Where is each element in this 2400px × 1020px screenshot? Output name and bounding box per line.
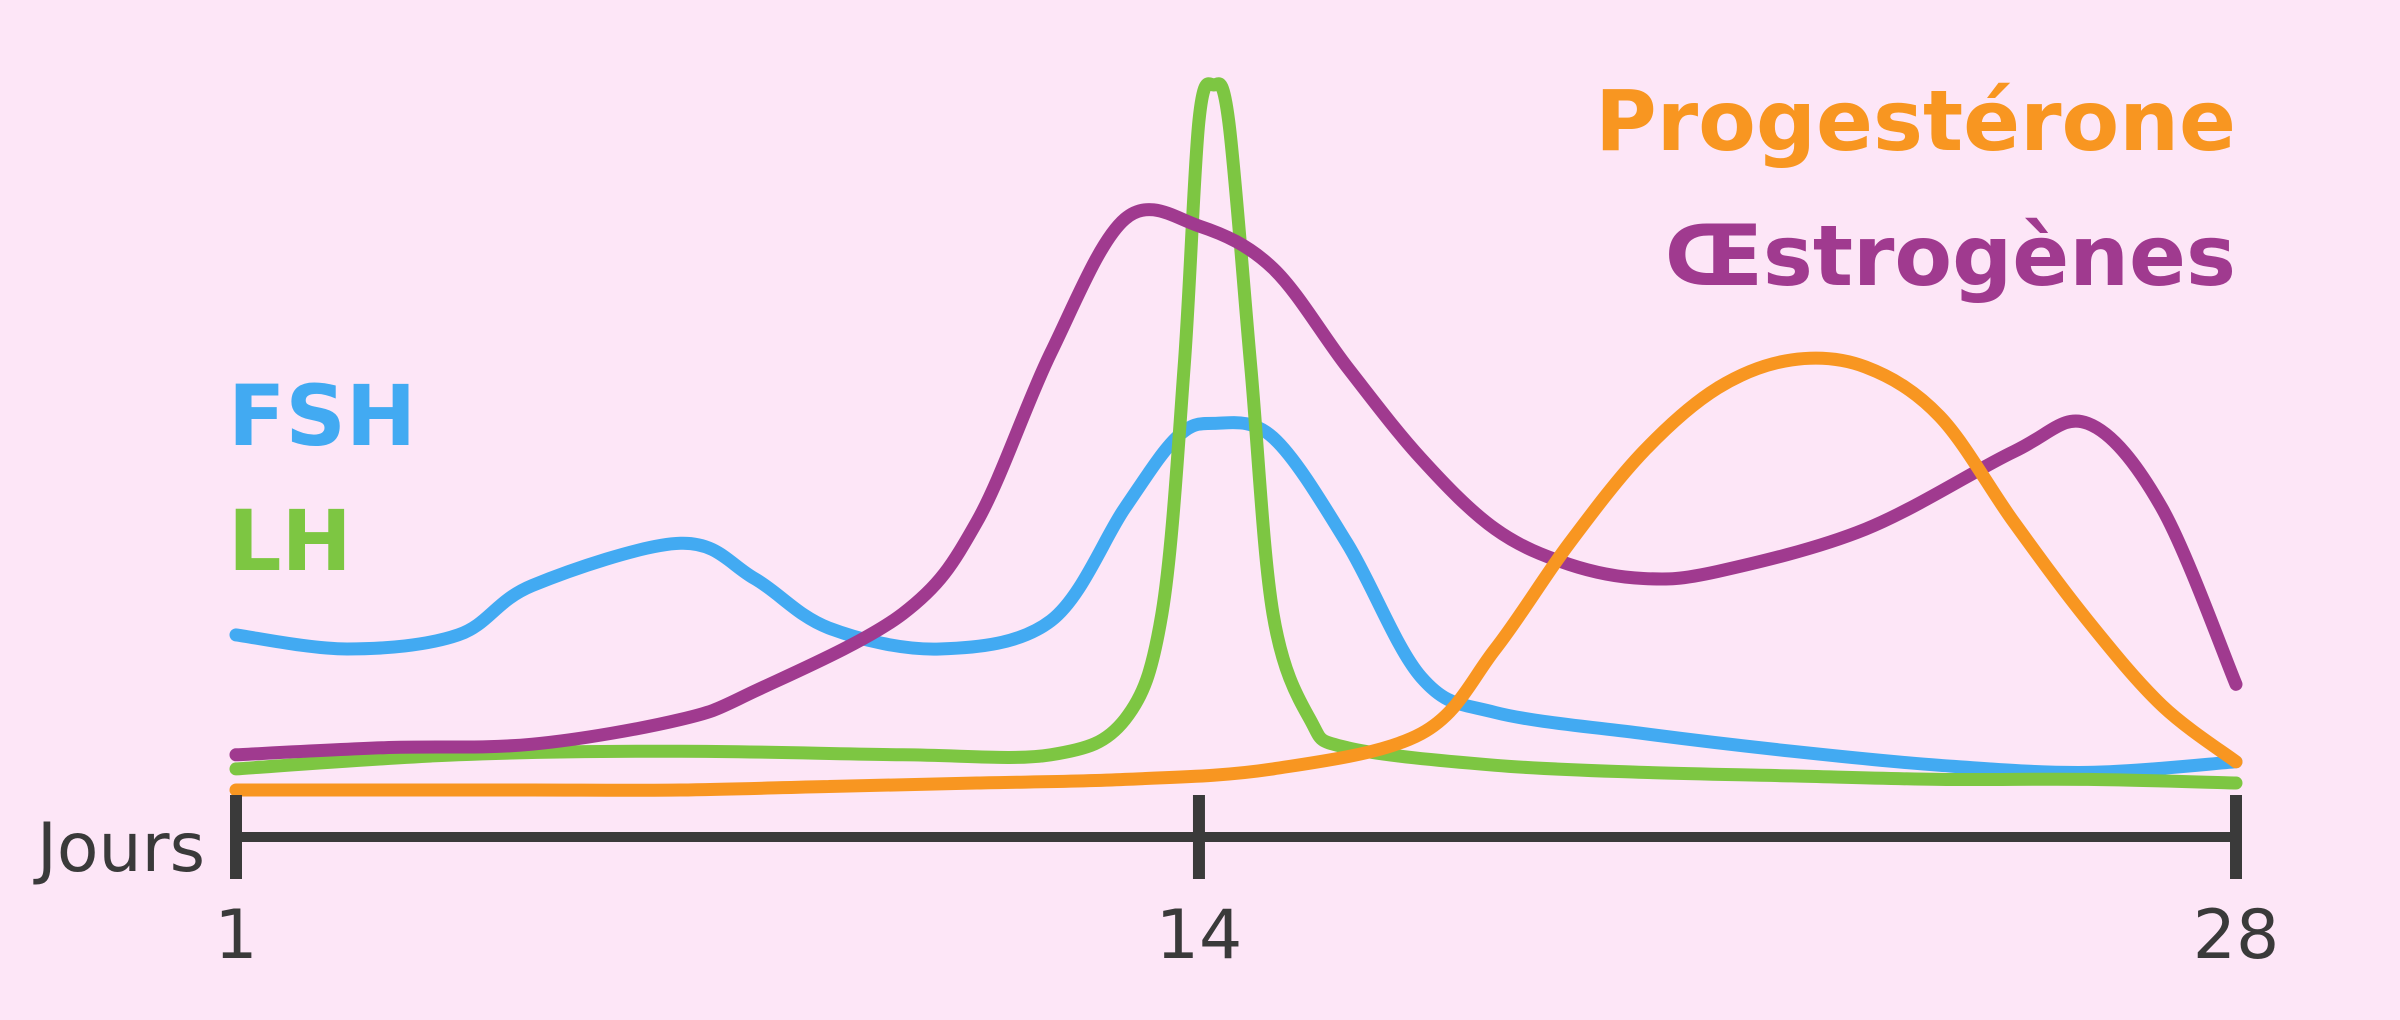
legend-label-oestrogenes: Œstrogènes	[1665, 207, 2236, 305]
series-line-oestrogenes	[229, 203, 2243, 762]
x-tick-label-1: 1	[214, 896, 257, 975]
series-line-fsh	[229, 416, 2243, 779]
x-tick-label-28: 28	[2193, 896, 2280, 975]
legend-label-lh: LH	[228, 492, 352, 590]
x-axis: 1 14 28 Jours	[33, 795, 2279, 975]
series-line-progesterone	[229, 351, 2243, 797]
legend-label-progesterone: Progestérone	[1595, 72, 2236, 170]
series-line-lh	[229, 77, 2243, 790]
legend-label-fsh: FSH	[228, 367, 416, 465]
x-axis-label: Jours	[33, 809, 205, 888]
x-axis-ticks: 1 14 28	[214, 795, 2279, 975]
x-tick-label-14: 14	[1156, 896, 1243, 975]
series-labels: FSH LH Œstrogènes Progestérone	[228, 72, 2236, 590]
series-curves	[229, 77, 2243, 797]
